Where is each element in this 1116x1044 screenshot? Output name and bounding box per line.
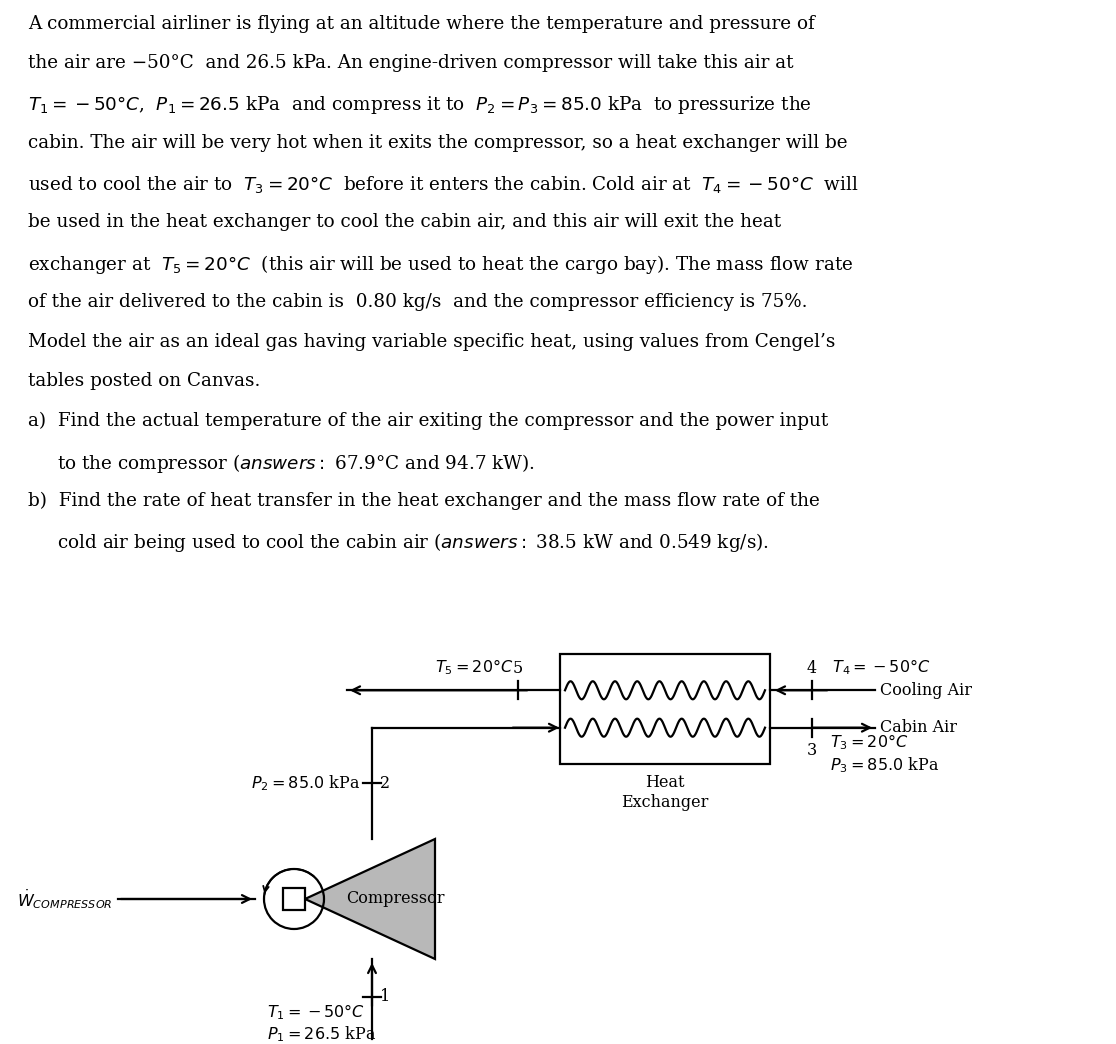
- Text: $T_4 = -50°C$: $T_4 = -50°C$: [812, 658, 931, 678]
- Bar: [560, 654, 770, 764]
- Text: Heat
Exchanger: Heat Exchanger: [622, 774, 709, 810]
- Text: to the compressor ($\mathit{answers:}$ 67.9°C and 94.7 kW).: to the compressor ($\mathit{answers:}$ 6…: [28, 452, 535, 475]
- Text: $T_1 = -50°C$,  $P_1 = 26.5$ kPa  and compress it to  $P_2 = P_3 = 85.0$ kPa  to: $T_1 = -50°C$, $P_1 = 26.5$ kPa and comp…: [28, 94, 811, 116]
- Text: used to cool the air to  $T_3 = 20°C$  before it enters the cabin. Cold air at  : used to cool the air to $T_3 = 20°C$ bef…: [28, 173, 858, 194]
- Text: Model the air as an ideal gas having variable specific heat, using values from C: Model the air as an ideal gas having var…: [28, 333, 835, 351]
- Text: 4: 4: [807, 660, 817, 678]
- Text: cold air being used to cool the cabin air ($\mathit{answers:}$ 38.5 kW and 0.549: cold air being used to cool the cabin ai…: [28, 531, 769, 554]
- Text: exchanger at  $T_5 = 20°C$  (this air will be used to heat the cargo bay). The m: exchanger at $T_5 = 20°C$ (this air will…: [28, 253, 853, 277]
- Text: a)  Find the actual temperature of the air exiting the compressor and the power : a) Find the actual temperature of the ai…: [28, 412, 828, 430]
- Text: the air are −50°C  and 26.5 kPa. An engine-driven compressor will take this air : the air are −50°C and 26.5 kPa. An engin…: [28, 54, 793, 72]
- Text: 3: 3: [807, 741, 817, 759]
- Text: $P_2 = 85.0$ kPa: $P_2 = 85.0$ kPa: [251, 774, 360, 793]
- Text: $\dot{W}_{COMPRESSOR}$: $\dot{W}_{COMPRESSOR}$: [18, 887, 113, 910]
- Text: Cooling Air: Cooling Air: [881, 682, 972, 698]
- Text: 1: 1: [381, 989, 391, 1005]
- Text: cabin. The air will be very hot when it exits the compressor, so a heat exchange: cabin. The air will be very hot when it …: [28, 134, 847, 151]
- Text: $T_3 = 20°C$
$P_3 = 85.0$ kPa: $T_3 = 20°C$ $P_3 = 85.0$ kPa: [830, 733, 939, 775]
- Text: of the air delivered to the cabin is  0.80 kg/s  and the compressor efficiency i: of the air delivered to the cabin is 0.8…: [28, 293, 807, 311]
- Text: $T_5 = 20°C$: $T_5 = 20°C$: [434, 658, 513, 678]
- Bar: [283, 888, 305, 910]
- Text: A commercial airliner is flying at an altitude where the temperature and pressur: A commercial airliner is flying at an al…: [28, 15, 815, 32]
- Text: tables posted on Canvas.: tables posted on Canvas.: [28, 373, 260, 390]
- Polygon shape: [305, 839, 435, 959]
- Text: Cabin Air: Cabin Air: [881, 719, 958, 736]
- Text: be used in the heat exchanger to cool the cabin air, and this air will exit the : be used in the heat exchanger to cool th…: [28, 213, 781, 232]
- Text: Compressor: Compressor: [346, 891, 444, 907]
- Text: 2: 2: [381, 775, 391, 791]
- Text: $T_1 = -50°C$
$P_1 = 26.5$ kPa: $T_1 = -50°C$ $P_1 = 26.5$ kPa: [267, 1002, 376, 1044]
- Text: b)  Find the rate of heat transfer in the heat exchanger and the mass flow rate : b) Find the rate of heat transfer in the…: [28, 492, 819, 509]
- Text: 5: 5: [513, 660, 523, 678]
